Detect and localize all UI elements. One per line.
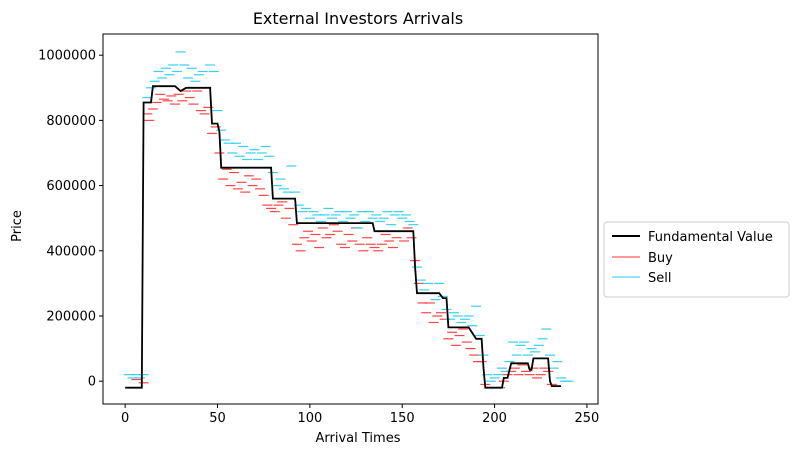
plot-frame [102, 33, 599, 405]
y-tick-label: 1000000 [38, 49, 96, 64]
x-tick-label: 0 [121, 411, 129, 426]
y-tick-label: 200000 [46, 309, 96, 324]
x-tick-label: 200 [482, 411, 507, 426]
y-tick-label: 0 [88, 375, 96, 390]
y-axis-label: Price [10, 210, 25, 242]
x-axis: 0 50 100 150 200 250 [121, 404, 599, 426]
legend: Fundamental Value Buy Sell [603, 221, 790, 298]
x-tick-label: 50 [209, 411, 226, 426]
legend-sell-label: Sell [648, 271, 671, 286]
x-tick-label: 250 [575, 411, 600, 426]
y-tick-label: 600000 [46, 179, 96, 194]
legend-buy-label: Buy [648, 251, 673, 266]
fundamental-value-line [125, 85, 562, 389]
y-tick-label: 800000 [46, 114, 96, 129]
x-tick-label: 150 [390, 411, 415, 426]
chart-title: External Investors Arrivals [253, 9, 463, 28]
legend-fundamental-label: Fundamental Value [648, 230, 773, 245]
x-tick-label: 100 [297, 411, 322, 426]
x-axis-label: Arrival Times [316, 431, 401, 446]
plot-area [123, 51, 574, 389]
y-axis: 0 200000 400000 600000 800000 1000000 [38, 49, 103, 390]
y-tick-label: 400000 [46, 244, 96, 259]
legend-box [603, 221, 790, 298]
